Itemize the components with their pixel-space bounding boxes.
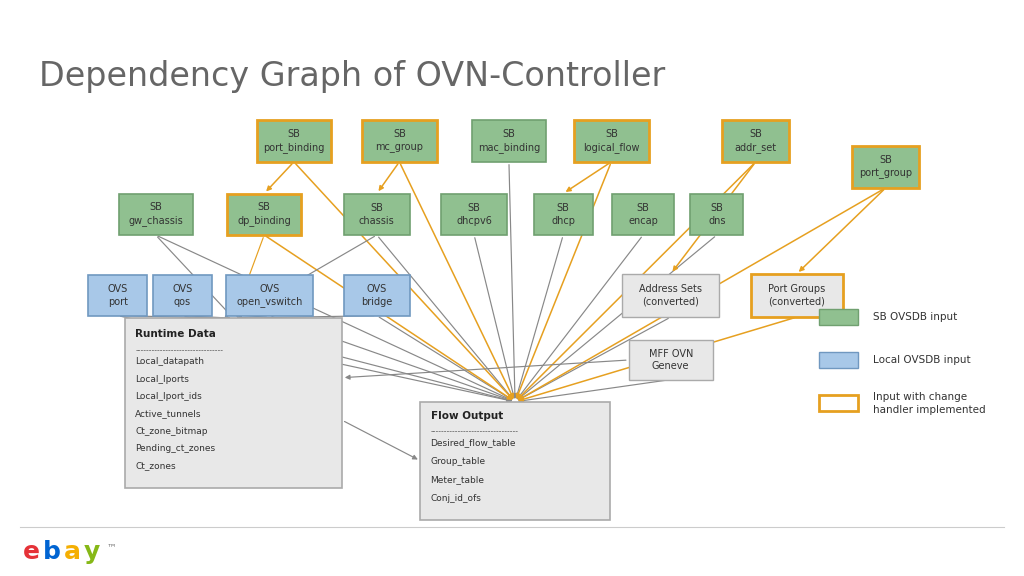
- Text: Group_table: Group_table: [430, 457, 485, 466]
- Text: --------------------------------: --------------------------------: [135, 346, 223, 355]
- Text: Meter_table: Meter_table: [430, 476, 484, 484]
- Text: Ct_zone_bitmap: Ct_zone_bitmap: [135, 426, 208, 435]
- Text: OVS
qos: OVS qos: [172, 284, 193, 307]
- FancyBboxPatch shape: [227, 194, 301, 235]
- FancyBboxPatch shape: [573, 120, 649, 162]
- Text: SB
gw_chassis: SB gw_chassis: [128, 202, 183, 226]
- Text: Local_lports: Local_lports: [135, 375, 189, 384]
- Text: Local OVSDB input: Local OVSDB input: [873, 355, 971, 365]
- FancyBboxPatch shape: [629, 340, 713, 380]
- Text: MFF OVN
Geneve: MFF OVN Geneve: [648, 348, 693, 372]
- Text: SB
logical_flow: SB logical_flow: [583, 129, 640, 153]
- Text: SB
port_group: SB port_group: [859, 155, 912, 179]
- Text: Pending_ct_zones: Pending_ct_zones: [135, 444, 215, 453]
- FancyBboxPatch shape: [690, 194, 743, 235]
- Text: Flow Output: Flow Output: [430, 411, 503, 421]
- FancyBboxPatch shape: [819, 352, 858, 368]
- Text: e: e: [23, 540, 40, 564]
- FancyBboxPatch shape: [225, 275, 313, 316]
- Text: Input with change
handler implemented: Input with change handler implemented: [873, 392, 986, 415]
- Text: SB
encap: SB encap: [628, 203, 658, 226]
- Text: SB OVSDB input: SB OVSDB input: [873, 312, 957, 322]
- Text: Address Sets
(converted): Address Sets (converted): [639, 284, 702, 307]
- Text: SB
port_binding: SB port_binding: [263, 129, 325, 153]
- FancyBboxPatch shape: [344, 194, 410, 235]
- FancyBboxPatch shape: [751, 274, 843, 317]
- FancyBboxPatch shape: [819, 395, 858, 411]
- FancyBboxPatch shape: [623, 274, 719, 317]
- Text: OVS
bridge: OVS bridge: [361, 284, 392, 307]
- Text: y: y: [84, 540, 100, 564]
- Text: b: b: [43, 540, 60, 564]
- Text: Local_datapath: Local_datapath: [135, 357, 204, 366]
- FancyBboxPatch shape: [256, 120, 332, 162]
- Text: Local_lport_ids: Local_lport_ids: [135, 392, 202, 401]
- Text: SB
mc_group: SB mc_group: [376, 129, 423, 153]
- FancyBboxPatch shape: [534, 194, 593, 235]
- Text: ™: ™: [106, 542, 117, 552]
- FancyBboxPatch shape: [88, 275, 147, 316]
- FancyBboxPatch shape: [471, 120, 547, 162]
- Text: Port Groups
(converted): Port Groups (converted): [768, 284, 825, 307]
- FancyBboxPatch shape: [362, 120, 437, 162]
- FancyBboxPatch shape: [440, 194, 508, 235]
- Text: Ct_zones: Ct_zones: [135, 461, 176, 470]
- Text: Runtime Data: Runtime Data: [135, 328, 216, 339]
- FancyBboxPatch shape: [344, 275, 410, 316]
- Text: SB
addr_set: SB addr_set: [734, 129, 777, 153]
- FancyBboxPatch shape: [153, 275, 212, 316]
- Text: OVS
open_vswitch: OVS open_vswitch: [237, 283, 302, 308]
- FancyBboxPatch shape: [420, 402, 609, 520]
- FancyBboxPatch shape: [819, 309, 858, 325]
- Text: Conj_id_ofs: Conj_id_ofs: [430, 494, 481, 503]
- FancyBboxPatch shape: [119, 194, 193, 235]
- Text: SB
dns: SB dns: [708, 203, 726, 226]
- Text: SB
chassis: SB chassis: [359, 203, 394, 226]
- Text: a: a: [63, 540, 81, 564]
- Text: Active_tunnels: Active_tunnels: [135, 410, 202, 418]
- Text: SB
dp_binding: SB dp_binding: [238, 202, 291, 226]
- Text: --------------------------------: --------------------------------: [430, 427, 518, 436]
- Text: Desired_flow_table: Desired_flow_table: [430, 439, 516, 448]
- FancyBboxPatch shape: [723, 120, 788, 162]
- Text: SB
mac_binding: SB mac_binding: [478, 129, 540, 153]
- FancyBboxPatch shape: [125, 318, 342, 488]
- Text: OVS
port: OVS port: [108, 284, 128, 307]
- FancyBboxPatch shape: [852, 146, 920, 188]
- FancyBboxPatch shape: [612, 194, 674, 235]
- Text: SB
dhcpv6: SB dhcpv6: [456, 203, 493, 226]
- Text: SB
dhcp: SB dhcp: [551, 203, 575, 226]
- Text: Dependency Graph of OVN-Controller: Dependency Graph of OVN-Controller: [39, 60, 666, 93]
